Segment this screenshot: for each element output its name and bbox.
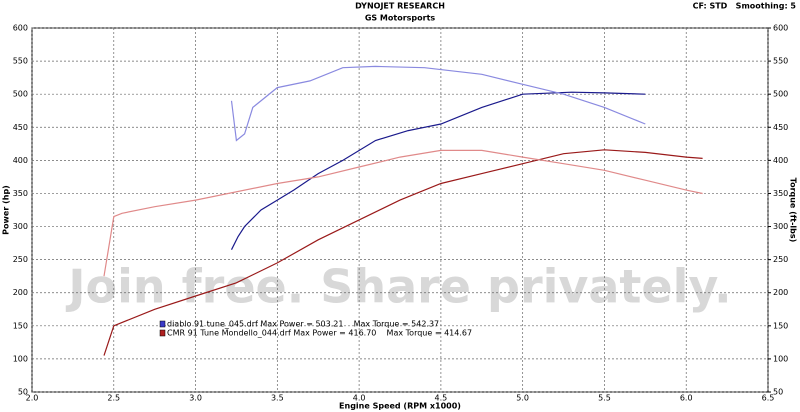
series-line	[230, 65, 646, 142]
y-tick-label: 500	[13, 90, 28, 99]
x-tick-label: 2.5	[107, 394, 120, 403]
x-tick-label: 3.5	[271, 394, 284, 403]
y-tick-label: 400	[13, 156, 28, 165]
y-tick-label: 150	[13, 321, 28, 330]
y2-tick-label: 600	[773, 24, 788, 33]
x-tick-label: 4.5	[435, 394, 448, 403]
y2-tick-label: 200	[773, 288, 788, 297]
y-tick-label: 250	[13, 255, 28, 264]
x-tick-label: 2.0	[26, 394, 39, 403]
y2-tick-label: 300	[773, 222, 788, 231]
y2-tick-label: 50	[773, 388, 783, 397]
legend-swatch	[159, 329, 166, 337]
chart-subtitle: GS Motorsports	[365, 14, 436, 23]
chart-title: DYNOJET RESEARCH	[355, 2, 445, 11]
y-tick-label: 550	[13, 57, 28, 66]
x-axis-label: Engine Speed (RPM x1000)	[339, 402, 461, 411]
y-axis-label: Power (hp)	[2, 185, 11, 235]
y2-tick-label: 250	[773, 255, 788, 264]
x-tick-label: 6.0	[680, 394, 693, 403]
y2-tick-label: 550	[773, 57, 788, 66]
x-tick-label: 3.0	[189, 394, 202, 403]
y-tick-label: 600	[13, 24, 28, 33]
y-tick-label: 450	[13, 123, 28, 132]
y-tick-label: 350	[13, 189, 28, 198]
x-tick-label: 6.5	[762, 394, 775, 403]
watermark: Join free. Share privately.	[65, 260, 731, 314]
y-tick-label: 100	[13, 354, 28, 363]
x-tick-label: 5.0	[516, 394, 529, 403]
series-line	[103, 149, 703, 277]
y-tick-label: 300	[13, 222, 28, 231]
y2-tick-label: 100	[773, 354, 788, 363]
y2-tick-label: 350	[773, 189, 788, 198]
plot-area	[31, 27, 769, 393]
y-tick-label: 200	[13, 288, 28, 297]
legend-entry: diablo 91 tune_045.drf Max Power = 503.2…	[167, 320, 439, 329]
y2-tick-label: 150	[773, 321, 788, 330]
legend-entry: CMR 91 Tune Mondello_044.drf Max Power =…	[167, 329, 472, 338]
x-tick-label: 5.5	[598, 394, 611, 403]
x-tick-label: 4.0	[353, 394, 366, 403]
y-tick-label: 50	[18, 388, 28, 397]
y2-tick-label: 500	[773, 90, 788, 99]
legend-swatch	[159, 320, 166, 328]
y2-axis-label: Torque (ft-lbs)	[789, 178, 798, 243]
y2-tick-label: 450	[773, 123, 788, 132]
y2-tick-label: 400	[773, 156, 788, 165]
settings-text: CF: STD Smoothing: 5	[693, 2, 797, 11]
series-line	[230, 91, 646, 250]
series-line	[103, 149, 703, 356]
